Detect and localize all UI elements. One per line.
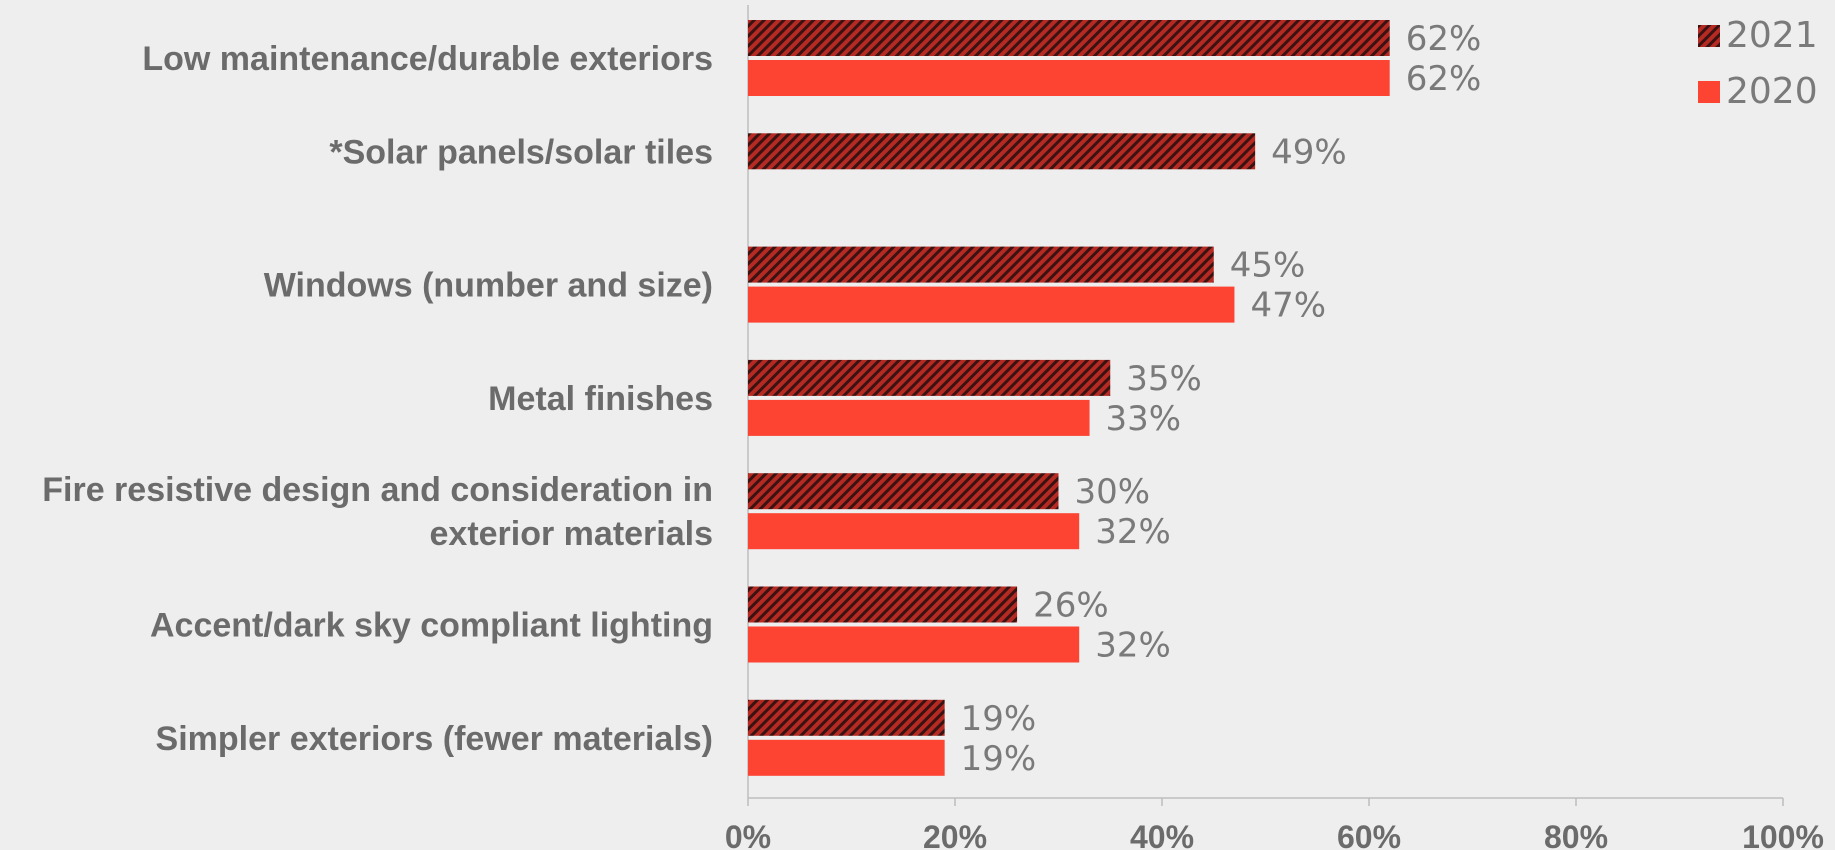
x-tick-label: 0% xyxy=(725,819,771,850)
bar-2020 xyxy=(748,286,1235,323)
x-tick-label: 60% xyxy=(1337,819,1401,850)
legend-label: 2021 xyxy=(1726,15,1818,56)
bar-2021 xyxy=(748,699,945,736)
x-tick-label: 100% xyxy=(1742,819,1824,850)
category-label: exterior materials xyxy=(430,515,714,553)
bar-2021 xyxy=(748,133,1256,170)
bar-2020 xyxy=(748,60,1390,96)
data-label: 32% xyxy=(1095,512,1171,552)
bar-2021 xyxy=(748,20,1390,56)
data-label: 32% xyxy=(1095,626,1171,666)
category-label: *Solar panels/solar tiles xyxy=(329,133,713,171)
data-label: 19% xyxy=(961,739,1037,779)
x-tick-label: 40% xyxy=(1130,819,1194,850)
category-label: Windows (number and size) xyxy=(264,267,713,305)
data-label: 30% xyxy=(1075,472,1151,512)
category-label: Fire resistive design and consideration … xyxy=(42,471,713,509)
bar-2021 xyxy=(748,359,1111,396)
bar-2021 xyxy=(748,473,1059,510)
legend-label: 2020 xyxy=(1726,71,1818,112)
bar-2020 xyxy=(748,399,1090,436)
category-label: Low maintenance/durable exteriors xyxy=(142,40,713,78)
data-label: 62% xyxy=(1406,19,1482,59)
bar-2021 xyxy=(748,246,1214,283)
x-tick-label: 20% xyxy=(923,819,987,850)
category-label: Metal finishes xyxy=(488,380,713,418)
category-label: Simpler exteriors (fewer materials) xyxy=(156,720,713,758)
labels: 0% 20% 40% 60% 80% 100% Low maintenance/durabl… xyxy=(42,19,1824,850)
bar-2020 xyxy=(748,739,945,776)
legend-swatch-2020 xyxy=(1698,81,1720,103)
x-tick-label: 80% xyxy=(1544,819,1608,850)
data-label: 62% xyxy=(1406,59,1482,99)
bar-2020 xyxy=(748,626,1080,663)
data-label: 45% xyxy=(1230,246,1306,286)
data-label: 49% xyxy=(1271,132,1347,172)
data-label: 33% xyxy=(1106,399,1182,439)
category-label: Accent/dark sky compliant lighting xyxy=(150,607,713,645)
data-label: 19% xyxy=(961,699,1037,739)
bar-2021 xyxy=(748,586,1018,623)
legend-swatch-2021 xyxy=(1698,25,1720,47)
legend: 2021 2020 xyxy=(1698,15,1818,112)
data-label: 26% xyxy=(1033,586,1109,626)
bar-2020 xyxy=(748,513,1080,550)
data-label: 35% xyxy=(1126,359,1202,399)
bars xyxy=(748,20,1390,776)
data-label: 47% xyxy=(1250,286,1326,326)
